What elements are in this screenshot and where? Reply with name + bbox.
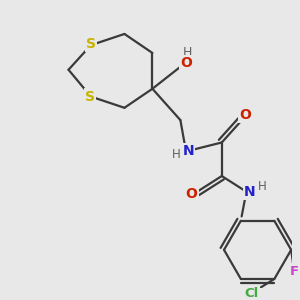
- Text: H: H: [182, 46, 192, 59]
- Text: Cl: Cl: [245, 287, 259, 300]
- Text: N: N: [182, 144, 194, 158]
- Text: O: O: [239, 107, 251, 122]
- Text: N: N: [244, 185, 256, 199]
- Text: O: O: [180, 56, 192, 70]
- Text: H: H: [172, 148, 180, 161]
- Text: F: F: [290, 265, 299, 278]
- Text: H: H: [258, 180, 266, 193]
- Text: S: S: [86, 37, 96, 51]
- Text: O: O: [186, 187, 197, 201]
- Text: S: S: [85, 90, 95, 104]
